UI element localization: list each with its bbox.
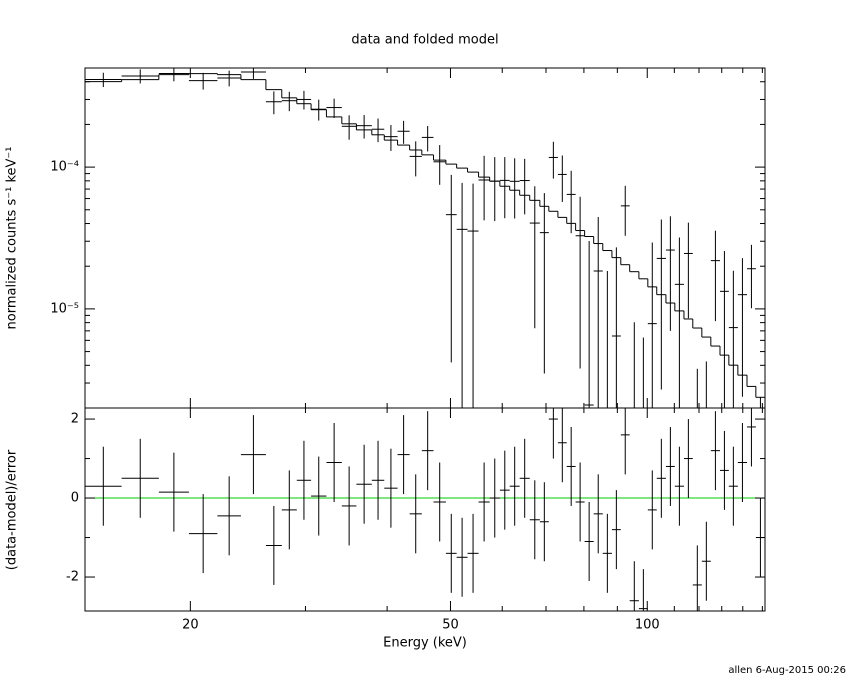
x-tick-label: 100 <box>635 618 660 633</box>
y-tick-label: -2 <box>66 570 79 585</box>
x-axis-label: Energy (keV) <box>383 636 467 651</box>
y-tick-label: 10⁻⁵ <box>50 301 79 316</box>
x-tick-label: 20 <box>182 618 199 633</box>
x-tick-label: 50 <box>442 618 459 633</box>
y-tick-label: 10⁻⁴ <box>50 160 79 175</box>
y-axis-label: normalized counts s⁻¹ keV⁻¹ <box>5 147 20 330</box>
y-axis-label: (data-model)/error <box>5 449 20 570</box>
y-tick-label: 0 <box>71 491 79 506</box>
footer: allen 6-Aug-2015 00:26 <box>728 665 846 676</box>
bottom-frame <box>84 407 766 612</box>
y-tick-label: 2 <box>71 412 79 427</box>
bottom-plot <box>85 408 765 611</box>
chart-title: data and folded model <box>351 33 498 48</box>
top-frame <box>84 67 766 409</box>
top-plot <box>85 68 765 408</box>
